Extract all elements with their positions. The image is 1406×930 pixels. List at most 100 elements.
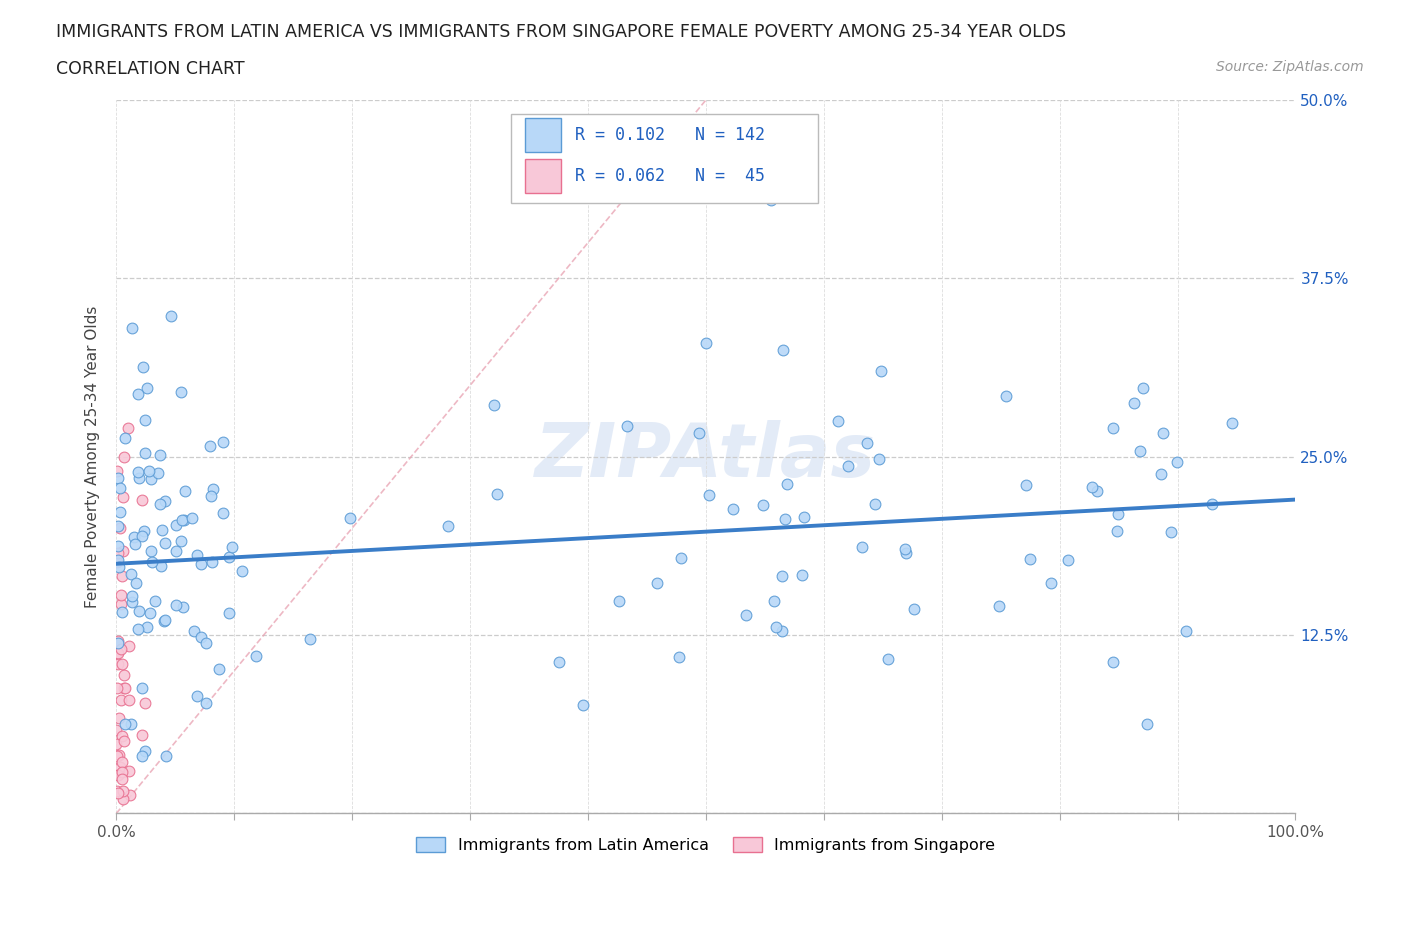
Point [132, 524, 155, 538]
Point [198, 438, 221, 453]
Point [127, 621, 149, 636]
Point [1166, 455, 1188, 470]
Point [697, 487, 720, 502]
Point [134, 412, 156, 427]
Point [107, 657, 129, 671]
Point [1220, 416, 1243, 431]
Point [165, 597, 187, 612]
Text: R = 0.062   N =  45: R = 0.062 N = 45 [575, 166, 765, 185]
Point [759, 193, 782, 207]
Point [776, 477, 799, 492]
Point [721, 502, 744, 517]
FancyBboxPatch shape [512, 114, 818, 204]
Point [1018, 551, 1040, 566]
Point [201, 481, 224, 496]
Point [482, 397, 505, 412]
Point [134, 445, 156, 460]
Point [149, 447, 172, 462]
Point [117, 638, 139, 653]
Point [1101, 654, 1123, 669]
Point [190, 556, 212, 571]
Point [131, 528, 153, 543]
Text: R = 0.102   N = 142: R = 0.102 N = 142 [575, 126, 765, 143]
Point [165, 518, 187, 533]
Point [107, 633, 129, 648]
Y-axis label: Female Poverty Among 25-34 Year Olds: Female Poverty Among 25-34 Year Olds [86, 306, 100, 608]
Point [127, 387, 149, 402]
Point [153, 613, 176, 628]
Point [770, 623, 793, 638]
Point [111, 791, 134, 806]
Point [547, 655, 569, 670]
Point [150, 523, 173, 538]
Point [186, 688, 208, 703]
Point [1150, 467, 1173, 482]
Point [299, 631, 322, 646]
Point [105, 463, 128, 478]
Point [1015, 478, 1038, 493]
Point [143, 593, 166, 608]
Point [131, 492, 153, 507]
Point [1132, 380, 1154, 395]
Point [200, 555, 222, 570]
Text: IMMIGRANTS FROM LATIN AMERICA VS IMMIGRANTS FROM SINGAPORE FEMALE POVERTY AMONG : IMMIGRANTS FROM LATIN AMERICA VS IMMIGRA… [56, 23, 1066, 41]
Point [1152, 426, 1174, 441]
Point [751, 498, 773, 512]
Point [770, 568, 793, 583]
Point [131, 727, 153, 742]
Point [127, 464, 149, 479]
Point [128, 471, 150, 485]
Point [148, 466, 170, 481]
Point [988, 598, 1011, 613]
Point [107, 471, 129, 485]
Point [110, 728, 132, 743]
Point [572, 698, 595, 712]
Point [111, 772, 134, 787]
Point [773, 512, 796, 526]
Point [118, 692, 141, 707]
Point [108, 711, 131, 725]
Point [108, 505, 131, 520]
Point [110, 588, 132, 603]
Point [107, 635, 129, 650]
Point [155, 494, 177, 509]
Point [1160, 525, 1182, 540]
Point [1039, 576, 1062, 591]
Point [172, 512, 194, 527]
Point [827, 414, 849, 429]
Point [339, 511, 361, 525]
Point [135, 620, 157, 635]
Point [139, 543, 162, 558]
Point [105, 723, 128, 737]
Point [869, 364, 891, 379]
Point [486, 486, 509, 501]
Point [173, 484, 195, 498]
Point [186, 548, 208, 563]
Point [877, 652, 900, 667]
Point [105, 783, 128, 798]
Point [110, 642, 132, 657]
Point [155, 536, 177, 551]
Text: ZIPAtlas: ZIPAtlas [536, 420, 876, 493]
Point [165, 543, 187, 558]
Text: CORRELATION CHART: CORRELATION CHART [56, 60, 245, 78]
Point [995, 389, 1018, 404]
Point [211, 506, 233, 521]
Point [194, 636, 217, 651]
Point [793, 510, 815, 525]
Point [112, 449, 135, 464]
Point [218, 550, 240, 565]
Point [111, 754, 134, 769]
Point [159, 308, 181, 323]
Point [105, 737, 128, 751]
Text: Source: ZipAtlas.com: Source: ZipAtlas.com [1216, 60, 1364, 74]
Point [108, 521, 131, 536]
Point [200, 488, 222, 503]
Point [856, 435, 879, 450]
Point [1081, 480, 1104, 495]
Point [181, 511, 204, 525]
Point [110, 597, 132, 612]
Point [218, 605, 240, 620]
Point [903, 602, 925, 617]
FancyBboxPatch shape [526, 158, 561, 193]
